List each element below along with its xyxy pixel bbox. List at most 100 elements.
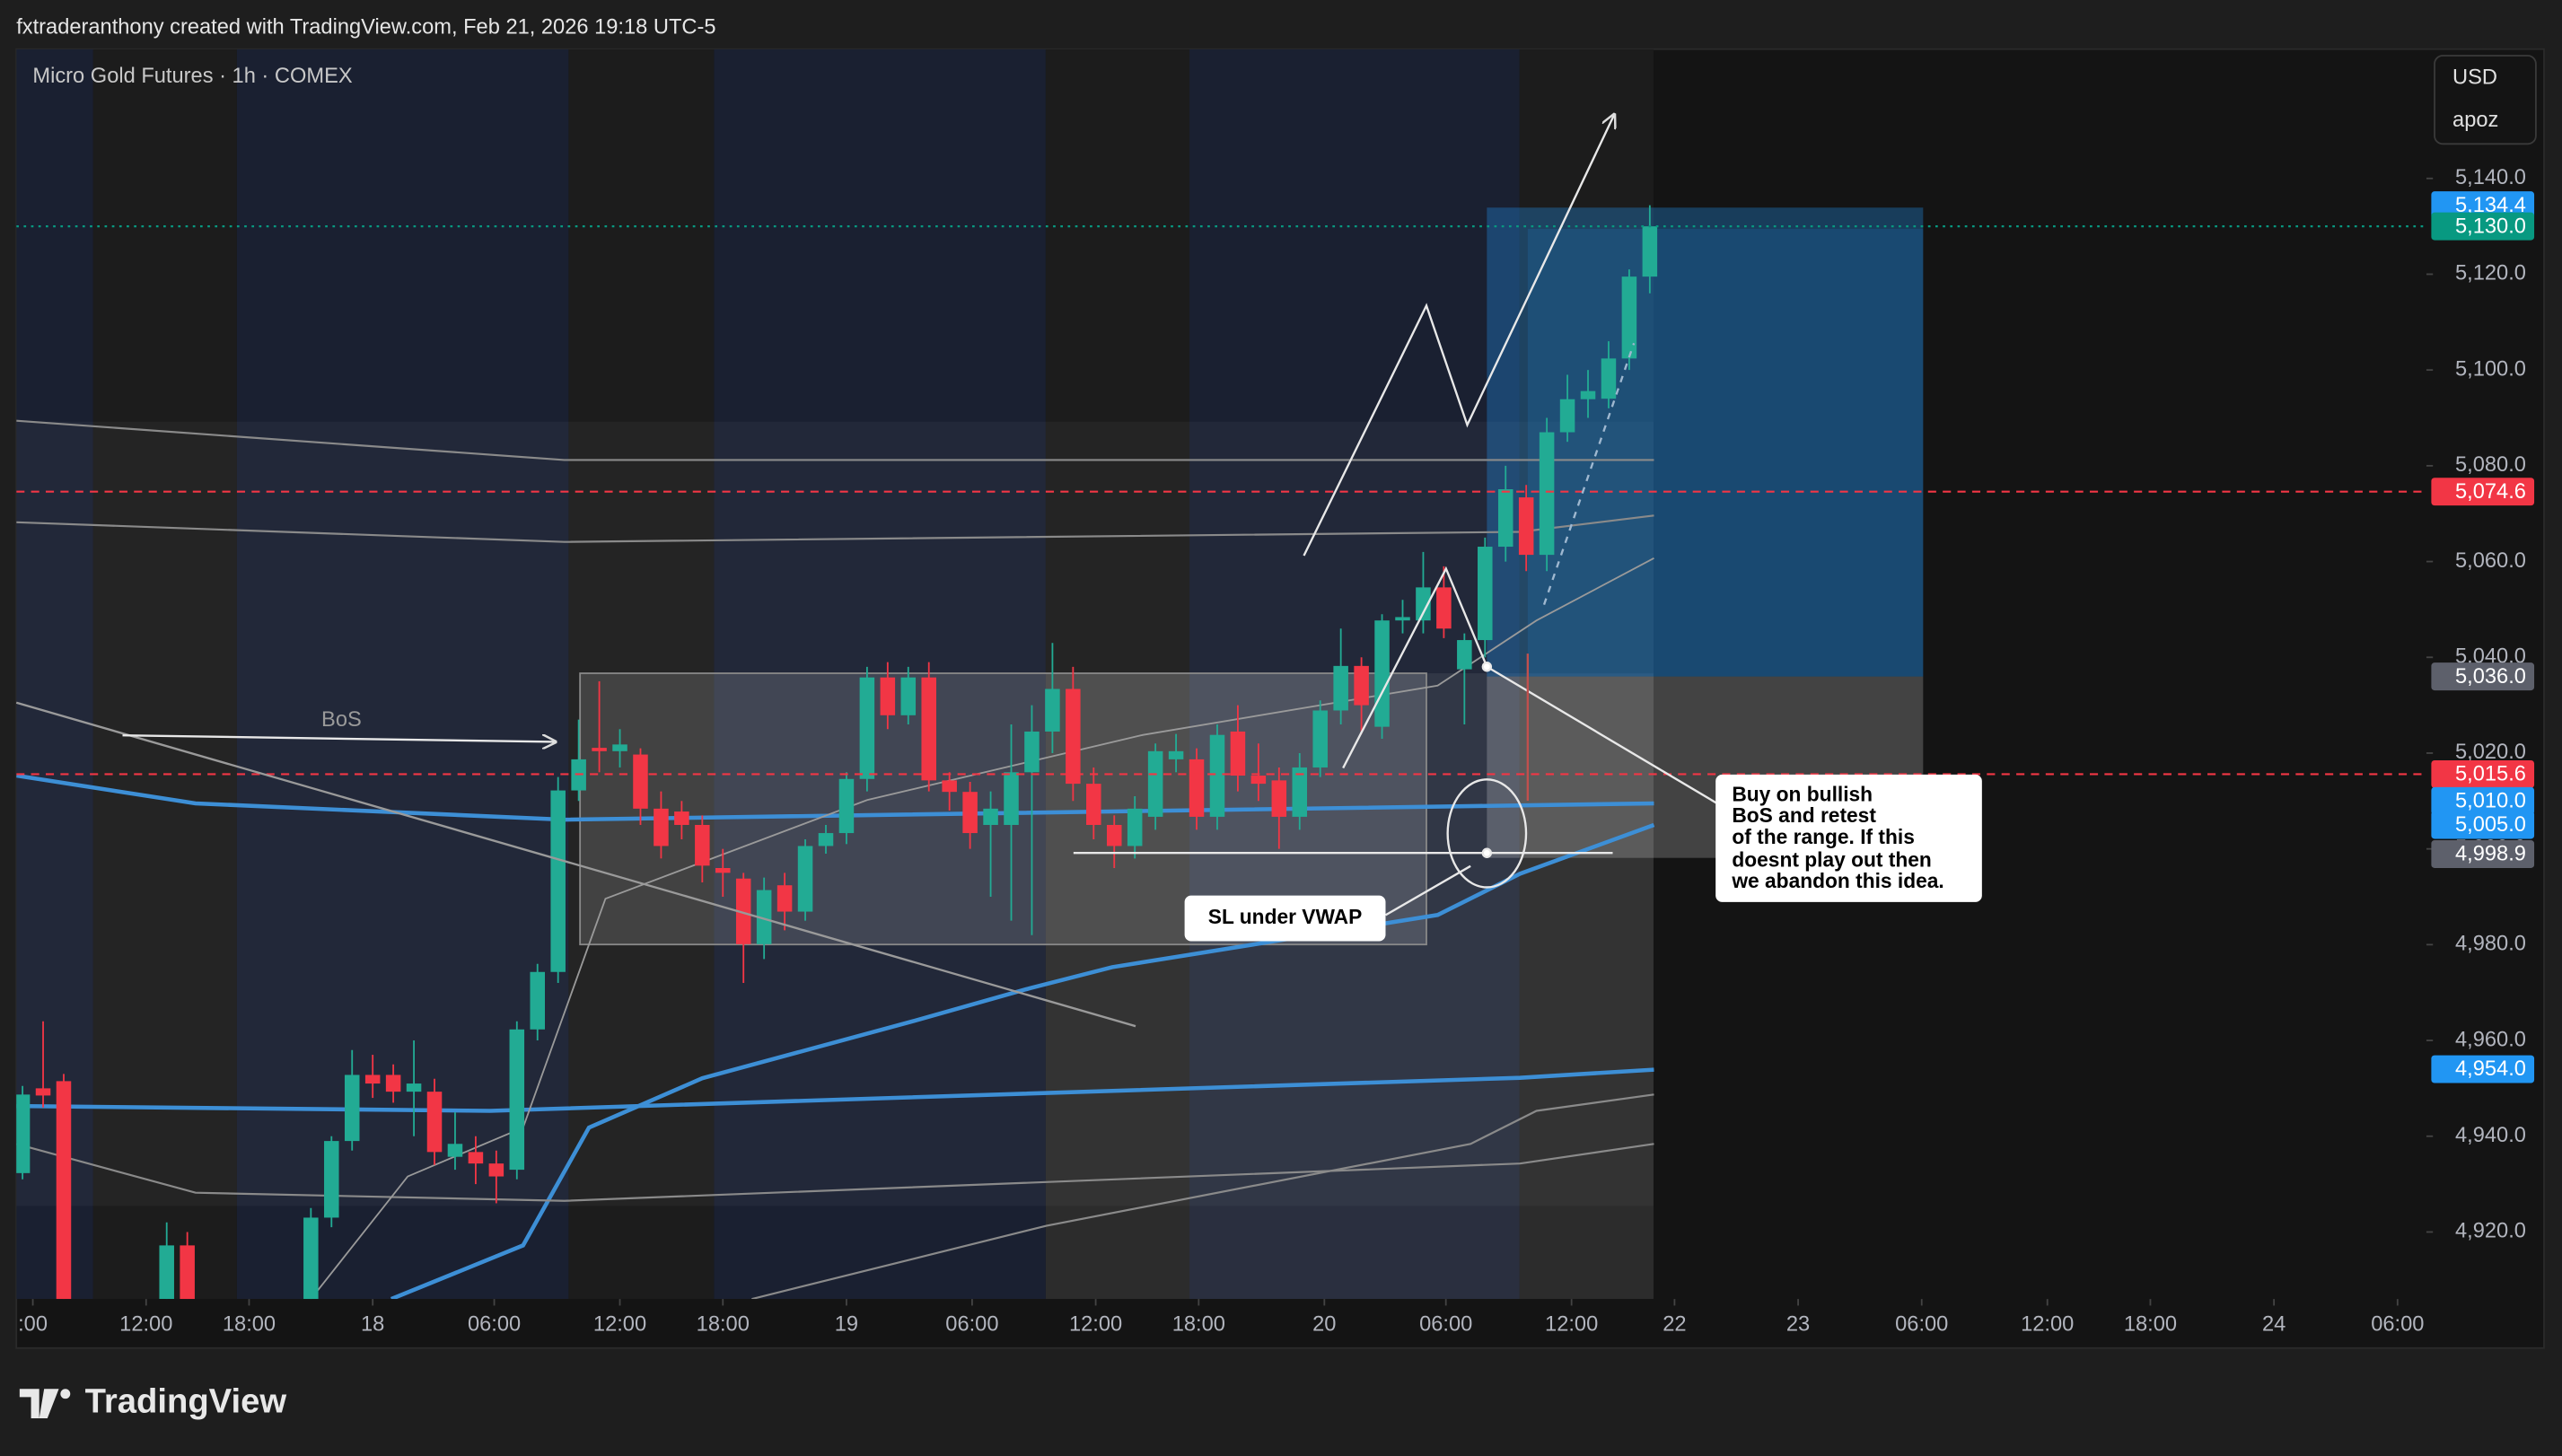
candle-body <box>1601 358 1617 399</box>
candle-body <box>1292 767 1308 817</box>
session-band <box>92 48 237 1300</box>
y-tick-label: 5,120.0 <box>2455 262 2526 285</box>
price-label-bg <box>2431 212 2535 241</box>
drawings <box>15 115 1742 1028</box>
sl-callout <box>1184 895 1386 942</box>
price-label: 5,074.6 <box>2455 480 2526 504</box>
candle-body <box>1621 276 1637 359</box>
candle-body <box>426 1092 443 1153</box>
candle-body <box>1147 750 1163 817</box>
candle-body <box>1250 776 1267 785</box>
x-tick-label: 18:00 <box>223 1313 276 1337</box>
candle-body <box>695 824 710 866</box>
candle-body <box>468 1152 484 1164</box>
candle-body <box>1539 432 1555 556</box>
header: fxtraderanthony created with TradingView… <box>16 15 715 39</box>
time-scale <box>18 1299 2543 1346</box>
x-tick-label: :00 <box>18 1313 48 1337</box>
trend-line <box>15 701 1136 1028</box>
unit[interactable]: apoz <box>2452 109 2498 132</box>
candle-body <box>818 833 834 846</box>
candle-body <box>633 754 648 809</box>
price-label: 4,998.9 <box>2455 843 2526 866</box>
x-tick-label: 12:00 <box>119 1313 172 1337</box>
x-tick-label: 12:00 <box>593 1313 646 1337</box>
x-tick-label: 18 <box>361 1313 384 1337</box>
axes: Micro Gold Futures · 1h · COMEX USD apoz… <box>18 50 2543 1346</box>
indicator-line <box>16 514 1654 543</box>
candle-body <box>1086 784 1101 825</box>
candle-body <box>1642 226 1658 277</box>
unit-box[interactable] <box>2434 55 2537 145</box>
price-label: 5,005.0 <box>2455 813 2526 837</box>
price-label: 5,130.0 <box>2455 215 2526 238</box>
indicator-line <box>16 1067 1654 1113</box>
candle-body <box>344 1074 360 1142</box>
candle-body <box>1024 731 1040 773</box>
x-tick-label: 19 <box>835 1313 858 1337</box>
x-tick-label: 12:00 <box>1069 1313 1122 1337</box>
x-tick-label: 12:00 <box>1545 1313 1598 1337</box>
zone <box>1045 673 1654 1300</box>
buy-text: Buy on bullish <box>1732 783 1873 806</box>
price-label-bg <box>2431 478 2535 506</box>
candle-body <box>1416 587 1431 621</box>
y-tick-label: 5,060.0 <box>2455 549 2526 573</box>
x-tick-label: 06:00 <box>468 1313 521 1337</box>
price-label: 4,954.0 <box>2455 1057 2526 1081</box>
indicator-line <box>751 1093 1654 1300</box>
price-label-bg <box>2431 811 2535 839</box>
y-tick-label: 4,960.0 <box>2455 1028 2526 1051</box>
bos-arrow <box>122 735 556 741</box>
price-label-bg <box>2431 662 2535 691</box>
candle-body <box>56 1081 72 1300</box>
buy-text: doesnt play out then <box>1732 847 1931 871</box>
candle-body <box>880 677 896 715</box>
point <box>1481 662 1493 672</box>
candle-body <box>776 885 793 912</box>
y-tick-label: 4,920.0 <box>2455 1220 2526 1243</box>
symbol: Micro Gold Futures · 1h · COMEX <box>32 65 352 88</box>
buy-callout <box>1715 774 1982 902</box>
price-label-bg <box>2431 1055 2535 1083</box>
candle-body <box>550 790 566 972</box>
indicator-line <box>16 1143 1654 1202</box>
candle-body <box>756 890 772 944</box>
y-tick-label: 5,080.0 <box>2455 453 2526 477</box>
candle-body <box>1106 824 1122 846</box>
x-tick-label: 18:00 <box>1172 1313 1225 1337</box>
brand: TradingView <box>85 1382 287 1421</box>
target-box <box>1487 207 1924 677</box>
sl-text: SL under VWAP <box>1208 905 1363 928</box>
candle-body <box>1395 617 1410 621</box>
x-tick-label: 06:00 <box>945 1313 998 1337</box>
candle-body <box>530 971 546 1030</box>
session-band <box>1519 48 1654 1300</box>
candle-body <box>942 780 957 793</box>
y-tick-label: 4,980.0 <box>2455 933 2526 956</box>
logo: TradingView <box>19 1382 287 1421</box>
price-label: 5,010.0 <box>2455 789 2526 812</box>
x-tick-label: 18:00 <box>697 1313 750 1337</box>
candle-body <box>303 1217 319 1300</box>
x-tick-label: 24 <box>2262 1313 2286 1337</box>
price-label: 5,036.0 <box>2455 665 2526 689</box>
x-tick-label: 20 <box>1312 1313 1336 1337</box>
candle-body <box>592 748 607 751</box>
sl-circle <box>1446 778 1528 889</box>
candle-body <box>1271 780 1287 817</box>
candle-body <box>1127 808 1143 846</box>
candle-body <box>406 1083 422 1092</box>
candle-body <box>180 1245 195 1300</box>
logo-mark <box>19 1389 59 1419</box>
indicator-line <box>16 773 1654 822</box>
candle-body <box>1209 734 1225 817</box>
projection-arrow <box>1303 115 1614 557</box>
candle-body <box>1230 731 1246 776</box>
x-tick-label: 22 <box>1663 1313 1686 1337</box>
currency[interactable]: USD <box>2452 66 2497 90</box>
bos-label: BoS <box>321 708 362 732</box>
indicator-line <box>16 419 1654 461</box>
candle-body <box>612 744 627 751</box>
candle-body <box>1189 759 1205 817</box>
